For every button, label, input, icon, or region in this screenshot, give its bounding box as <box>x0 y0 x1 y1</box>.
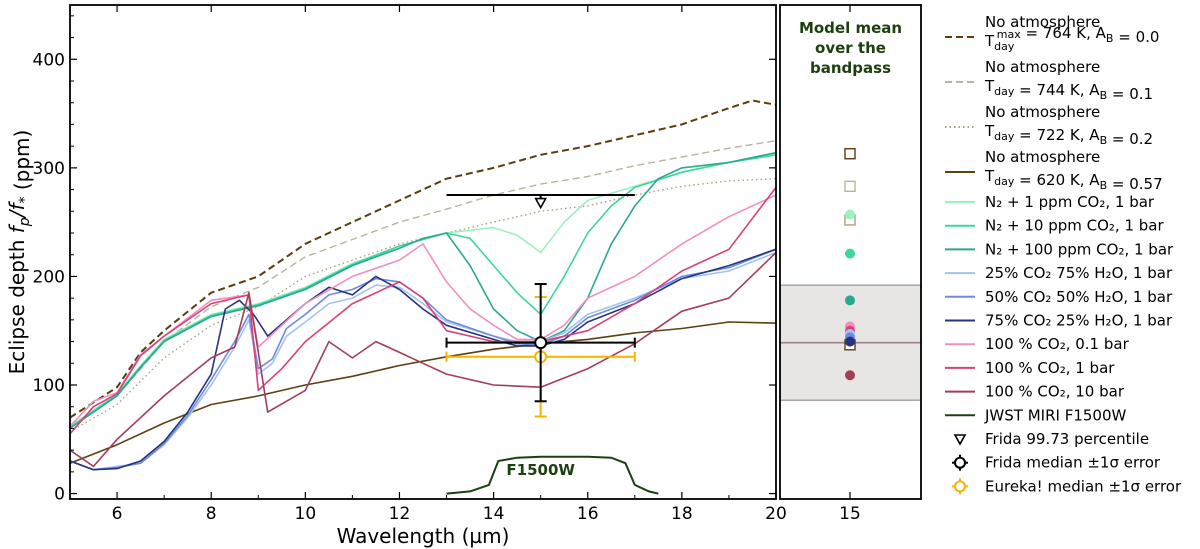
y-axis-label: Eclipse depth fp/f* (ppm) <box>5 130 34 375</box>
y-tick-label-200: 200 <box>33 267 65 287</box>
side-marker-5 <box>845 209 855 220</box>
legend-entry-13: 100 % CO₂, 10 bar <box>945 383 1125 401</box>
legend-entry-11: 100 % CO₂, 0.1 bar <box>945 335 1130 353</box>
series-line-4 <box>70 321 776 464</box>
upper-limit <box>446 194 635 210</box>
legend-label-16: Frida median ±1σ error <box>985 454 1161 472</box>
side-marker-1 <box>844 148 856 160</box>
legend-entry-16: Frida median ±1σ error <box>952 454 1161 472</box>
legend-label-9: 50% CO₂ 50% H₂O, 1 bar <box>985 288 1173 306</box>
y-tick-label-100: 100 <box>33 376 65 396</box>
legend-symbol-16 <box>952 454 968 471</box>
legend-entry-9: 50% CO₂ 50% H₂O, 1 bar <box>945 288 1173 306</box>
legend-label-4-line1: No atmosphere <box>985 148 1100 166</box>
series-line-3 <box>70 178 776 433</box>
upper-limit-triangle <box>534 197 548 210</box>
legend-label-3-line1: No atmosphere <box>985 103 1100 121</box>
frida-point <box>445 283 636 403</box>
series-line-1 <box>70 99 776 419</box>
x-axis-label: Wavelength (µm) <box>337 524 510 548</box>
legend-label-6: N₂ + 10 ppm CO₂, 1 bar <box>985 217 1164 235</box>
frida-point-marker <box>534 336 548 350</box>
series-line-12 <box>70 186 776 435</box>
side-marker-12 <box>845 336 855 347</box>
bandpass-curve <box>446 455 659 495</box>
x-tick-label-14: 14 <box>483 504 505 524</box>
x-tick-label-16: 16 <box>577 504 599 524</box>
legend-entry-8: 25% CO₂ 75% H₂O, 1 bar <box>945 264 1173 282</box>
y-tick-label-0: 0 <box>54 485 65 505</box>
legend-label-2-line2: Tday = 744 K, AB = 0.1 <box>984 77 1153 103</box>
x-tick-label-18: 18 <box>671 504 693 524</box>
legend-errorbar-marker-16 <box>954 456 966 469</box>
legend-label-2-line1: No atmosphere <box>985 58 1100 76</box>
series-line-8 <box>70 251 776 471</box>
series-line-9 <box>70 248 776 471</box>
legend-label-13: 100 % CO₂, 10 bar <box>985 383 1125 401</box>
series-line-10 <box>70 248 776 471</box>
legend-label-7: N₂ + 100 ppm CO₂, 1 bar <box>985 240 1174 258</box>
series-group <box>70 99 776 495</box>
legend-entry-15: Frida 99.73 percentile <box>953 430 1149 448</box>
series-line-2 <box>70 140 776 426</box>
legend-entry-10: 75% CO₂ 25% H₂O, 1 bar <box>945 312 1173 330</box>
legend-label-12: 100 % CO₂, 1 bar <box>985 359 1115 377</box>
legend-label-17: Eureka! median ±1σ error <box>985 477 1182 495</box>
side-x-tick-label-15: 15 <box>839 504 861 524</box>
y-tick-label-300: 300 <box>33 159 65 179</box>
legend-symbol-15 <box>953 434 967 446</box>
legend-entry-14: JWST MIRI F1500W <box>945 406 1126 424</box>
legend-entry-7: N₂ + 100 ppm CO₂, 1 bar <box>945 240 1174 258</box>
bandpass-label: F1500W <box>506 461 575 479</box>
legend-label-10: 75% CO₂ 25% H₂O, 1 bar <box>985 312 1173 330</box>
y-tick-label-400: 400 <box>33 50 65 70</box>
x-tick-label-10: 10 <box>295 504 317 524</box>
legend-label-15: Frida 99.73 percentile <box>985 430 1149 448</box>
x-tick-label-20: 20 <box>765 504 787 524</box>
legend-label-3-line2: Tday = 722 K, AB = 0.2 <box>984 122 1153 148</box>
side-panel: Model mean over the bandpass 15 <box>779 4 922 524</box>
legend-label-4-line2: Tday = 620 K, AB = 0.57 <box>984 167 1163 193</box>
legend-entry-12: 100 % CO₂, 1 bar <box>945 359 1115 377</box>
legend-errorbar-marker-17 <box>954 480 966 493</box>
x-tick-label-8: 8 <box>206 504 217 524</box>
main-frame <box>69 4 777 500</box>
side-title-line-3: bandpass <box>810 59 891 77</box>
series-line-6 <box>70 154 776 428</box>
x-tick-label-12: 12 <box>389 504 411 524</box>
series-line-11 <box>70 194 776 427</box>
series-line-7 <box>70 151 776 430</box>
x-tick-label-6: 6 <box>112 504 123 524</box>
legend-symbol-17 <box>952 478 968 495</box>
legend-entry-5: N₂ + 1 ppm CO₂, 1 bar <box>945 193 1155 211</box>
legend-label-8: 25% CO₂ 75% H₂O, 1 bar <box>985 264 1173 282</box>
side-marker-2 <box>844 180 856 193</box>
legend-label-1-line2: Tdaymax = 764 K, AB = 0.0 <box>984 24 1159 53</box>
legend-label-5: N₂ + 1 ppm CO₂, 1 bar <box>985 193 1155 211</box>
side-marker-13 <box>845 370 855 381</box>
side-title-line-1: Model mean <box>799 19 902 37</box>
legend-label-1-line1: No atmosphere <box>985 13 1100 31</box>
legend-label-14: JWST MIRI F1500W <box>984 406 1126 424</box>
legend-entry-6: N₂ + 10 ppm CO₂, 1 bar <box>945 217 1164 235</box>
legend-entry-17: Eureka! median ±1σ error <box>952 477 1182 495</box>
side-marker-6 <box>845 248 855 259</box>
side-title-line-2: over the <box>815 39 886 57</box>
legend-label-11: 100 % CO₂, 0.1 bar <box>985 335 1130 353</box>
side-marker-7 <box>845 295 855 306</box>
